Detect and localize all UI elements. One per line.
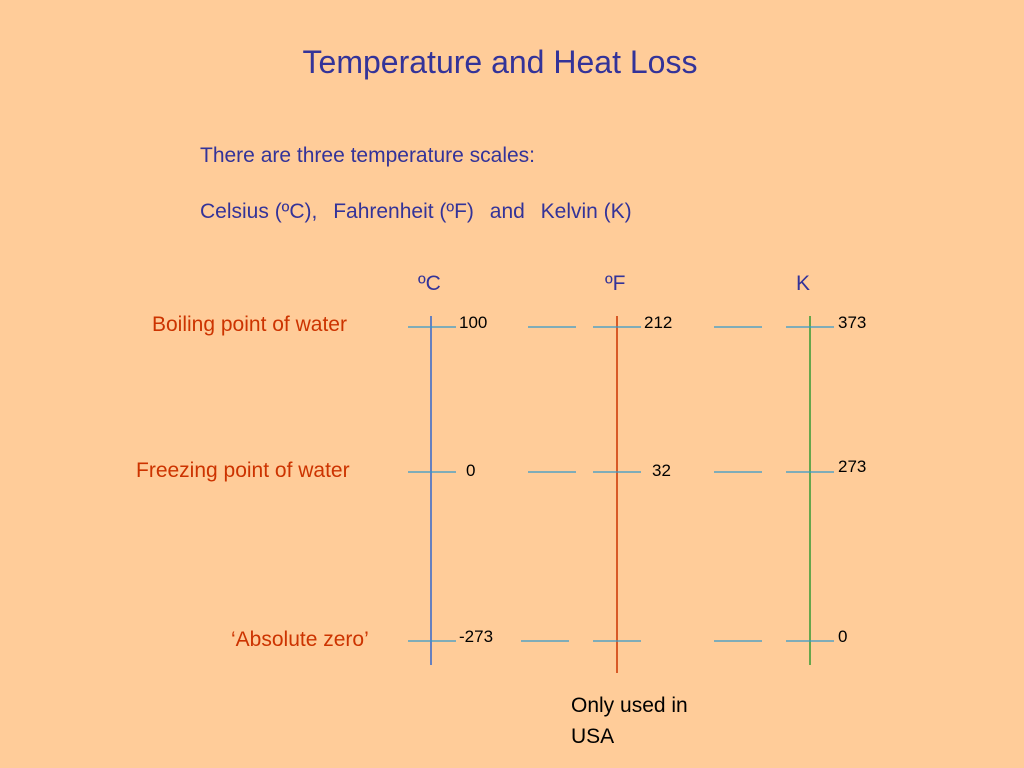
scales-list: Celsius (ºC), Fahrenheit (ºF) and Kelvin… <box>200 200 642 224</box>
kelvin-absolute-zero-value: 0 <box>838 627 848 646</box>
kelvin-freezing-value: 273 <box>838 457 867 476</box>
celsius-boiling-value: 100 <box>459 313 488 332</box>
slide-title: Temperature and Heat Loss <box>302 44 698 80</box>
celsius-freezing-value: 0 <box>466 461 476 480</box>
fahrenheit-note: Only used in USA <box>571 694 688 748</box>
scale-fahrenheit: Fahrenheit (ºF) <box>333 200 474 223</box>
celsius-absolute-zero-value: -273 <box>459 627 494 646</box>
scale-and: and <box>489 200 525 223</box>
celsius-unit-label: ºC <box>418 272 441 295</box>
scale-celsius: Celsius (ºC), <box>200 200 318 223</box>
kelvin-unit-label: K <box>796 272 811 295</box>
kelvin-boiling-value: 373 <box>838 313 867 332</box>
fahrenheit-unit-label: ºF <box>605 272 626 295</box>
absolute-zero-label: ‘Absolute zero’ <box>231 628 369 651</box>
scale-kelvin: Kelvin (K) <box>540 200 632 223</box>
freezing-point-label: Freezing point of water <box>136 459 350 482</box>
boiling-point-label: Boiling point of water <box>152 313 347 336</box>
intro-text: There are three temperature scales: <box>200 144 535 167</box>
fahrenheit-freezing-value: 32 <box>652 461 671 480</box>
fahrenheit-boiling-value: 212 <box>644 313 673 332</box>
